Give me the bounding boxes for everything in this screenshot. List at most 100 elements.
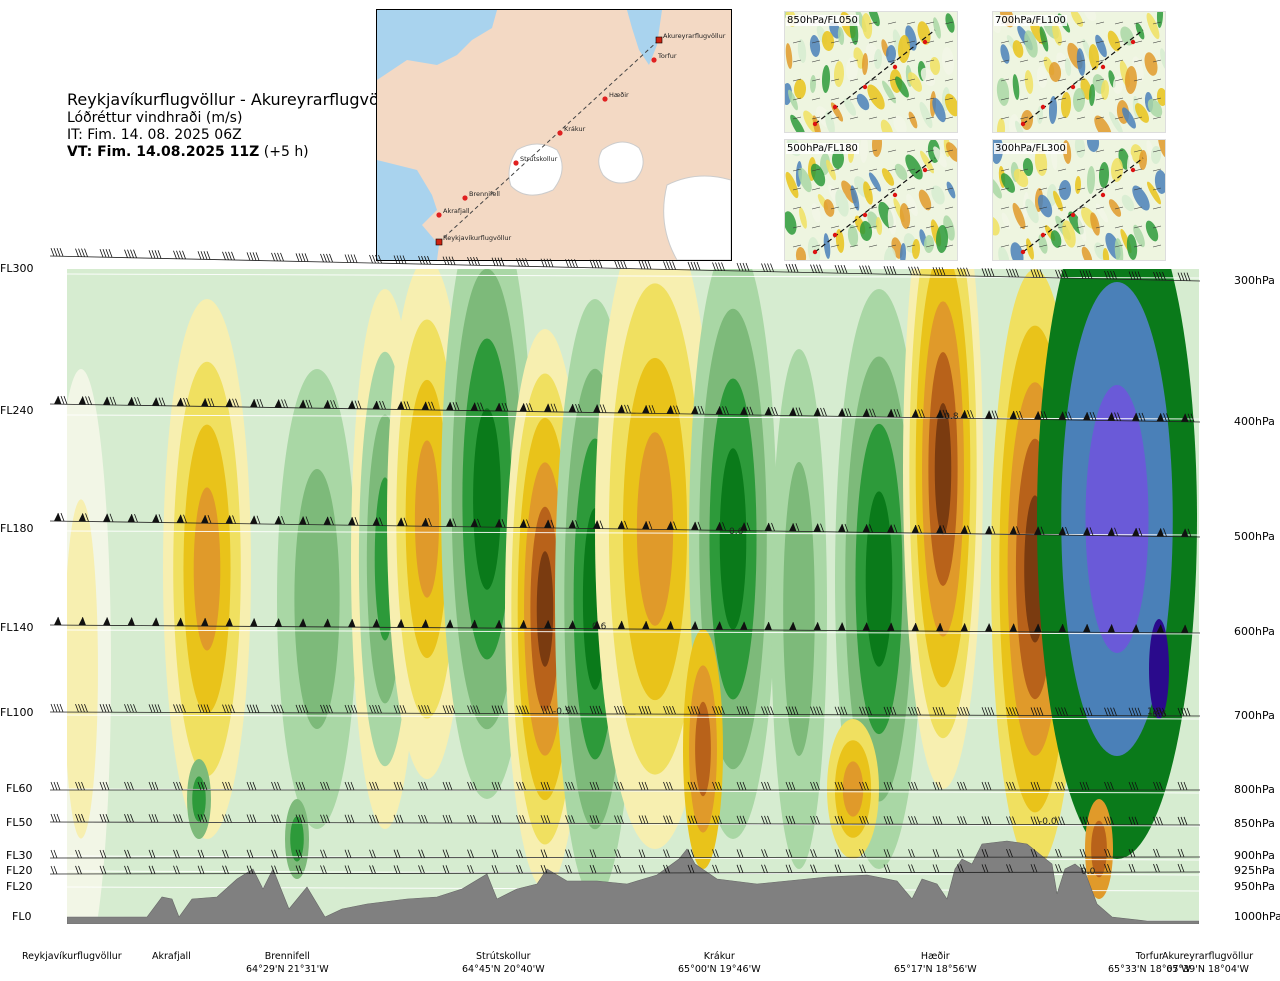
barb-feather [151,814,156,823]
barb-feather [712,849,716,858]
panel-wind-barb [1133,40,1143,44]
barb-feather [522,705,526,714]
barb-feather [837,781,842,791]
barb-feather [988,623,993,632]
wind-barb [789,622,797,631]
barb-feather [890,622,895,631]
barb-feather [837,264,842,274]
barb-pennant [544,620,551,629]
barb-feather [638,781,643,791]
barb-feather [647,705,652,715]
barb-feather [761,781,765,791]
panel-field-blob [897,35,911,63]
barb-feather [200,251,205,260]
barb-feather [817,407,821,417]
barb-feather [1061,816,1065,825]
wind-barb [99,849,107,859]
barb-feather [1131,863,1136,873]
panel-field-blob [933,17,941,39]
wind-barb [148,849,156,859]
wind-barb [295,781,306,791]
barb-feather [690,781,695,791]
panel-field-blob [868,172,882,192]
location-name: Akrafjall [152,951,191,962]
barb-feather [963,816,967,825]
barb-feather [400,619,405,628]
wind-barb [124,704,137,713]
barb-feather [442,781,447,791]
barb-feather [180,397,184,407]
barb-feather [491,257,496,266]
panel-field-blob [933,146,947,168]
panel-wind-barb [1095,21,1105,25]
barb-feather [693,781,698,791]
panel-700hpa[interactable]: 700hPa/FL100 [992,11,1166,133]
barb-feather [1113,707,1117,716]
wind-barb [274,618,282,627]
barb-feather [911,849,915,858]
barb-row-line [49,821,1201,826]
panel-wind-barb [1000,116,1010,120]
pressure-gridline [67,714,1199,720]
wind-barb [761,864,768,873]
barb-feather [57,616,62,626]
barb-feather [761,263,765,272]
wind-barb [687,815,698,824]
barb-feather [1156,271,1160,281]
barb-feather [1159,816,1163,826]
barb-feather [1079,864,1084,873]
barb-pennant [495,620,502,629]
panel-wind-barb [1038,168,1048,172]
barb-feather [549,258,554,267]
barb-feather [1058,269,1062,279]
panel-field-blob [847,225,859,247]
barb-feather [1186,707,1191,717]
wind-barb [1006,707,1019,716]
barb-feather [1019,410,1023,420]
panel-field-blob [1024,30,1038,58]
panel-waypoint [922,39,928,45]
barb-feather [130,781,134,791]
barb-feather [357,400,362,409]
barb-feather [176,250,180,259]
barb-feather [200,781,205,791]
panel-field-blob [908,72,922,92]
panel-field-blob [798,167,812,193]
barb-feather [963,781,967,791]
panel-850hpa[interactable]: 850hPa/FL050 [784,11,958,133]
wind-barb [348,618,356,628]
panel-wind-barb [1038,206,1048,210]
panel-field-blob [929,57,941,75]
barb-feather [491,815,496,824]
panel-field-blob [809,35,821,57]
barb-feather [467,705,471,714]
barb-feather [375,781,379,791]
barb-feather [1033,849,1038,858]
barb-feather [785,864,790,873]
wind-barb [1181,413,1195,422]
barb-feather [638,849,643,858]
panel-300hpa[interactable]: 300hPa/FL300 [992,139,1166,261]
barb-feather [200,704,205,713]
panel-wind-barb [1152,244,1162,248]
wind-barb [736,262,750,272]
panel-field-blob [935,225,949,253]
barb-pennant [250,618,257,627]
wind-barb [617,404,631,414]
wind-barb [1009,526,1020,535]
barb-pennant [691,406,698,415]
barb-feather [621,404,625,414]
wind-barb [810,706,823,715]
barb-feather [127,781,131,791]
panel-wind-barb [925,116,935,120]
panel-wind-barb [1095,244,1105,248]
barb-feather [847,408,852,417]
barb-feather [473,257,477,266]
panel-500hpa-map [785,140,957,260]
barb-feather [525,705,529,714]
barb-feather [396,781,401,791]
barb-pennant [519,519,527,528]
cross-section-svg: -0.80.60.6-0.51.8-0.6-0.00.0 [67,269,1199,924]
panel-500hpa[interactable]: 500hPa/FL180 [784,139,958,261]
barb-feather [1180,816,1185,826]
